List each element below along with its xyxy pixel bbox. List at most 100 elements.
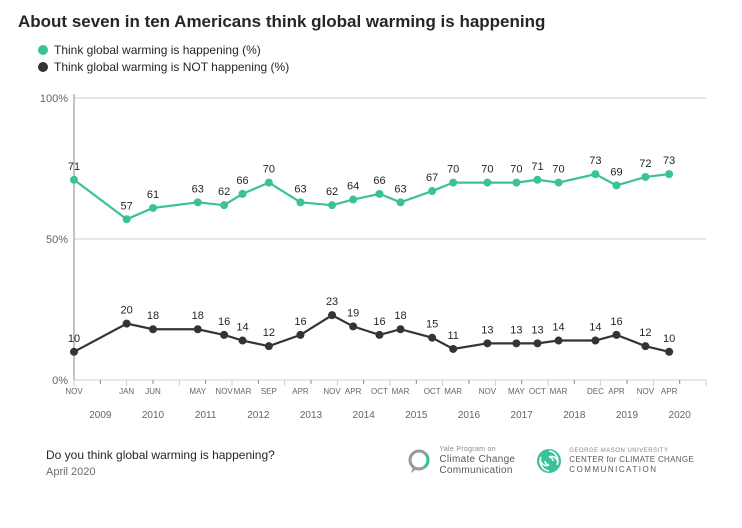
yale-logo: Yale Program on Climate Change Communica…	[405, 446, 515, 477]
svg-text:APR: APR	[345, 387, 362, 396]
data-point	[612, 330, 620, 338]
logo-line: CENTER for CLIMATE CHANGE	[569, 455, 694, 464]
legend-swatch-happening	[38, 45, 48, 55]
data-point	[265, 342, 273, 350]
data-point	[397, 325, 405, 333]
data-label: 62	[218, 186, 230, 198]
data-label: 66	[373, 174, 385, 186]
svg-text:2010: 2010	[142, 410, 165, 421]
speech-bubble-icon	[405, 447, 433, 475]
data-point	[449, 178, 457, 186]
svg-text:2016: 2016	[458, 410, 481, 421]
data-point	[239, 189, 247, 197]
svg-text:NOV: NOV	[65, 387, 83, 396]
data-label: 16	[218, 315, 230, 327]
svg-text:APR: APR	[661, 387, 678, 396]
data-label: 11	[447, 330, 458, 342]
data-label: 69	[610, 166, 622, 178]
line-chart: 0%50%100%2009201020112012201320142015201…	[26, 80, 716, 440]
data-label: 66	[236, 174, 248, 186]
data-point	[123, 319, 131, 327]
legend: Think global warming is happening (%) Th…	[38, 42, 724, 76]
data-label: 70	[510, 163, 522, 175]
gmu-logo: GEORGE MASON UNIVERSITY CENTER for CLIMA…	[535, 447, 694, 475]
svg-text:NOV: NOV	[637, 387, 655, 396]
data-point	[123, 215, 131, 223]
data-label: 16	[373, 315, 385, 327]
chart-title: About seven in ten Americans think globa…	[18, 12, 724, 32]
data-label: 72	[639, 158, 651, 170]
footer-date: April 2020	[46, 464, 275, 481]
data-label: 71	[531, 160, 543, 172]
data-point	[375, 189, 383, 197]
data-point	[428, 187, 436, 195]
svg-text:2019: 2019	[616, 410, 639, 421]
logo-line: Climate Change	[439, 454, 515, 466]
data-label: 10	[663, 332, 675, 344]
svg-text:0%: 0%	[52, 375, 68, 387]
footer-text: Do you think global warming is happening…	[46, 446, 275, 481]
svg-text:MAY: MAY	[189, 387, 206, 396]
legend-swatch-not-happening	[38, 62, 48, 72]
svg-text:MAY: MAY	[508, 387, 525, 396]
data-label: 13	[510, 324, 522, 336]
data-point	[149, 204, 157, 212]
data-point	[428, 333, 436, 341]
svg-text:MAR: MAR	[444, 387, 462, 396]
data-point	[641, 342, 649, 350]
data-point	[555, 178, 563, 186]
data-label: 63	[192, 183, 204, 195]
data-label: 71	[68, 160, 80, 172]
svg-text:2011: 2011	[195, 410, 217, 421]
chart-area: 0%50%100%2009201020112012201320142015201…	[26, 80, 716, 440]
svg-text:JUN: JUN	[145, 387, 161, 396]
svg-text:OCT: OCT	[424, 387, 441, 396]
data-label: 20	[121, 304, 133, 316]
data-label: 18	[192, 310, 204, 322]
svg-text:NOV: NOV	[323, 387, 341, 396]
svg-text:MAR: MAR	[550, 387, 568, 396]
svg-text:2017: 2017	[511, 410, 534, 421]
data-label: 23	[326, 296, 338, 308]
data-label: 70	[552, 163, 564, 175]
svg-text:NOV: NOV	[215, 387, 233, 396]
data-point	[483, 178, 491, 186]
series-line-happening	[74, 174, 669, 219]
data-label: 16	[294, 315, 306, 327]
svg-text:APR: APR	[292, 387, 309, 396]
data-point	[512, 178, 520, 186]
data-label: 67	[426, 172, 438, 184]
data-point	[483, 339, 491, 347]
svg-text:100%: 100%	[40, 93, 68, 105]
svg-text:2013: 2013	[300, 410, 323, 421]
data-label: 12	[639, 327, 651, 339]
data-label: 70	[481, 163, 493, 175]
swirl-icon	[535, 447, 563, 475]
svg-text:2015: 2015	[405, 410, 428, 421]
svg-text:APR: APR	[608, 387, 625, 396]
data-label: 62	[326, 186, 338, 198]
data-point	[533, 339, 541, 347]
data-label: 13	[531, 324, 543, 336]
data-point	[70, 347, 78, 355]
data-label: 73	[663, 155, 675, 167]
data-point	[449, 345, 457, 353]
data-label: 63	[294, 183, 306, 195]
data-point	[349, 195, 357, 203]
svg-text:2014: 2014	[353, 410, 376, 421]
data-label: 61	[147, 189, 159, 201]
legend-label: Think global warming is happening (%)	[54, 42, 261, 59]
data-point	[641, 173, 649, 181]
data-label: 14	[236, 321, 248, 333]
data-point	[265, 178, 273, 186]
data-label: 64	[347, 180, 359, 192]
svg-text:MAR: MAR	[234, 387, 252, 396]
svg-text:2012: 2012	[247, 410, 270, 421]
data-point	[220, 201, 228, 209]
footer: Do you think global warming is happening…	[46, 446, 724, 481]
series-line-not_happening	[74, 315, 669, 352]
data-point	[555, 336, 563, 344]
svg-text:JAN: JAN	[119, 387, 134, 396]
data-point	[533, 175, 541, 183]
svg-text:DEC: DEC	[587, 387, 604, 396]
